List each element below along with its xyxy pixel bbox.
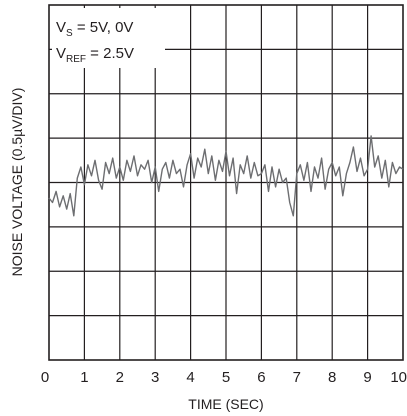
x-tick-label: 2 [116, 369, 124, 386]
chart-grid [48, 4, 404, 361]
supply-voltage-annotation: VS = 5V, 0V [56, 19, 133, 39]
x-tick-labels: 0 1 2 3 4 5 6 7 8 9 10 [41, 369, 407, 386]
annotation-background [52, 8, 165, 68]
x-tick-label: 9 [363, 369, 371, 386]
x-tick-label: 0 [41, 369, 49, 386]
x-tick-label: 1 [80, 369, 88, 386]
plot-frame [48, 4, 404, 361]
chart-annotations: VS = 5V, 0V VREF = 2.5V [52, 8, 165, 68]
x-tick-label: 6 [257, 369, 265, 386]
noise-series-line [48, 135, 404, 217]
noise-trace [48, 135, 404, 217]
x-axis-title: TIME (SEC) [188, 396, 263, 412]
x-tick-label: 4 [186, 369, 194, 386]
reference-voltage-annotation: VREF = 2.5V [56, 45, 134, 65]
x-tick-label: 10 [390, 369, 407, 386]
x-tick-label: 5 [222, 369, 230, 386]
x-tick-label: 7 [293, 369, 301, 386]
x-tick-label: 8 [328, 369, 336, 386]
y-axis-title: NOISE VOLTAGE (0.5µV/DIV) [9, 88, 25, 277]
x-tick-label: 3 [151, 369, 159, 386]
